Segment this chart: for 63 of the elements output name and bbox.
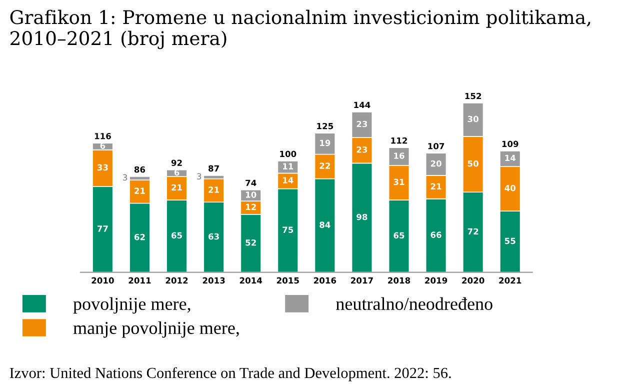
total-label: 92 xyxy=(171,160,182,166)
data-label: 30 xyxy=(468,116,478,122)
data-label: 3 xyxy=(123,174,128,181)
data-label: 22 xyxy=(320,162,330,169)
data-label: 23 xyxy=(356,120,368,128)
x-tick-label: 2015 xyxy=(276,277,299,284)
data-label: 14 xyxy=(283,177,294,184)
data-label: 40 xyxy=(504,184,516,192)
total-label: 144 xyxy=(354,102,370,108)
total-label: 116 xyxy=(94,132,111,140)
data-label: 3 xyxy=(197,173,202,180)
data-label: 63 xyxy=(208,233,219,240)
data-label: 65 xyxy=(171,232,182,239)
data-label: 21 xyxy=(208,186,220,193)
data-label: 72 xyxy=(468,228,478,235)
legend-label: povoljnije mere, xyxy=(73,297,190,314)
data-label: 16 xyxy=(394,152,404,159)
x-tick-label: 2021 xyxy=(499,277,522,284)
x-tick-label: 2019 xyxy=(425,277,448,284)
data-label: 11 xyxy=(283,163,294,170)
data-label: 31 xyxy=(394,178,404,186)
data-label: 21 xyxy=(172,184,182,191)
x-tick-label: 2020 xyxy=(462,277,484,284)
x-tick-label: 2013 xyxy=(202,277,225,284)
data-label: 65 xyxy=(394,232,404,239)
x-tick-label: 2014 xyxy=(240,277,262,284)
data-label: 52 xyxy=(246,239,256,246)
data-label: 10 xyxy=(246,192,256,198)
data-label: 55 xyxy=(504,238,516,244)
data-label: 19 xyxy=(320,140,330,146)
data-label: 23 xyxy=(356,146,368,153)
data-label: 21 xyxy=(134,188,145,194)
data-label: 12 xyxy=(246,204,256,210)
x-tick-label: 2012 xyxy=(166,277,188,284)
data-label: 21 xyxy=(430,183,442,190)
total-label: 107 xyxy=(428,142,444,150)
data-label: 98 xyxy=(356,214,368,220)
legend-label: neutralno/neodređeno xyxy=(336,297,492,310)
data-label: 20 xyxy=(430,160,442,167)
total-label: 112 xyxy=(391,137,407,144)
total-label: 100 xyxy=(280,150,296,158)
data-label: 66 xyxy=(430,232,442,238)
data-label: 14 xyxy=(505,154,516,161)
data-label: 84 xyxy=(320,222,330,228)
total-label: 109 xyxy=(502,140,518,148)
text: Izvor: United Nations Conference on Trade and Development. 2022: 56. xyxy=(10,367,451,382)
total-label: 86 xyxy=(134,166,146,173)
total-label: 87 xyxy=(208,165,219,172)
total-label: 74 xyxy=(246,180,256,186)
x-tick-label: 2011 xyxy=(128,277,151,284)
data-label: 62 xyxy=(134,234,145,240)
data-label: 75 xyxy=(282,226,294,233)
legend-label: manje povoljnije mere, xyxy=(73,321,239,338)
x-tick-label: 2016 xyxy=(314,277,336,284)
chart-title: Grafikon 1: Promene u nacionalnim investicionim politikama, 2010–2021 (broj mera) xyxy=(10,10,590,50)
data-label: 33 xyxy=(97,164,108,171)
x-tick-label: 2018 xyxy=(388,277,410,284)
data-label: 50 xyxy=(468,160,478,167)
x-tick-label: 2010 xyxy=(92,277,114,284)
total-label: 125 xyxy=(317,122,334,130)
total-label: 152 xyxy=(465,92,482,100)
data-label: 77 xyxy=(97,226,108,232)
x-tick-label: 2017 xyxy=(351,277,373,284)
